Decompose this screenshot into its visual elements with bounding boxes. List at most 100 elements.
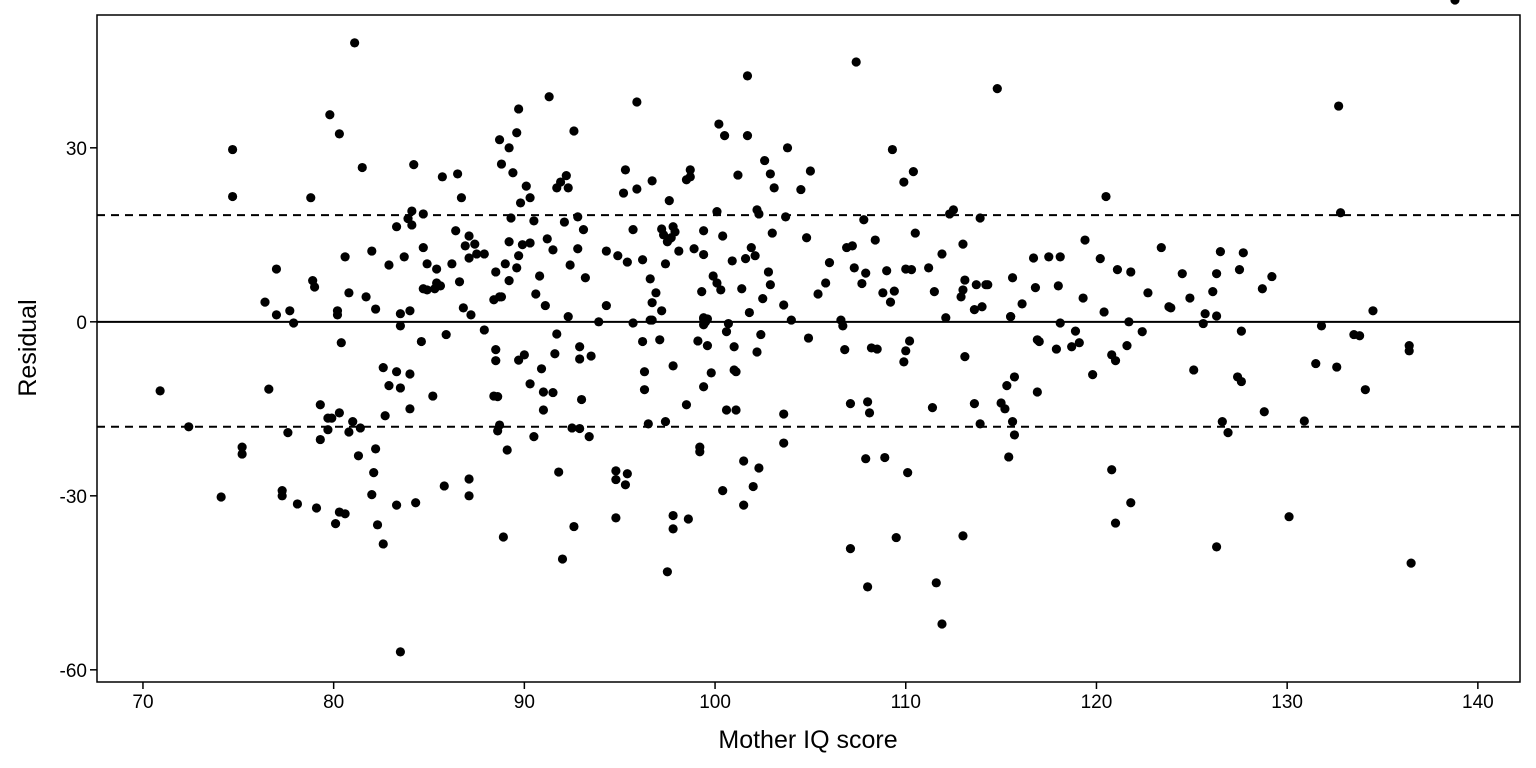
point — [353, 451, 364, 461]
point — [367, 246, 377, 256]
point — [1200, 309, 1210, 319]
point — [1360, 385, 1370, 395]
point — [1034, 336, 1044, 347]
point — [651, 288, 661, 298]
point — [685, 172, 695, 182]
point — [702, 341, 713, 351]
point — [622, 257, 632, 267]
point — [584, 432, 594, 442]
point — [491, 356, 501, 366]
point — [756, 329, 766, 340]
point — [941, 313, 951, 323]
point — [971, 280, 981, 290]
point — [670, 227, 680, 237]
point — [611, 474, 621, 485]
point — [708, 271, 718, 281]
point — [861, 454, 871, 464]
point — [754, 463, 764, 473]
point — [1110, 518, 1121, 528]
point — [1009, 372, 1020, 382]
point — [1137, 327, 1147, 337]
point — [870, 235, 880, 245]
point — [1028, 253, 1039, 263]
point — [664, 196, 674, 206]
point — [1095, 254, 1105, 264]
point — [428, 391, 438, 401]
point — [668, 524, 678, 534]
point — [699, 226, 709, 236]
point — [292, 499, 303, 509]
point — [542, 234, 552, 244]
x-tick-label: 100 — [699, 692, 731, 713]
point — [540, 300, 550, 311]
point — [899, 357, 909, 367]
point — [760, 155, 770, 166]
point — [1299, 416, 1309, 426]
point — [903, 468, 913, 478]
point — [466, 310, 476, 320]
point — [418, 242, 428, 253]
point — [1166, 303, 1176, 313]
point — [422, 285, 432, 295]
point — [1368, 306, 1378, 316]
point — [821, 278, 831, 288]
point — [271, 310, 282, 320]
point — [731, 367, 741, 377]
point — [1316, 321, 1327, 331]
point — [695, 447, 705, 457]
point — [519, 350, 529, 360]
point — [969, 305, 980, 315]
point — [439, 481, 449, 491]
point — [643, 419, 653, 429]
point — [1185, 293, 1195, 303]
point — [937, 249, 947, 259]
point — [464, 231, 474, 241]
point — [395, 383, 406, 393]
point — [586, 351, 596, 361]
point — [504, 143, 514, 153]
point — [1080, 235, 1090, 245]
point — [754, 209, 764, 219]
point — [620, 480, 631, 490]
point — [538, 405, 549, 415]
point — [948, 205, 959, 215]
point — [531, 289, 541, 299]
point — [327, 413, 337, 423]
point — [1099, 307, 1109, 317]
point — [693, 336, 703, 346]
point — [1017, 299, 1027, 309]
point — [731, 405, 741, 415]
point — [1007, 273, 1018, 283]
point — [838, 321, 848, 331]
point — [767, 228, 777, 238]
point — [645, 274, 655, 284]
point — [683, 514, 693, 524]
point — [525, 379, 535, 389]
point — [1044, 252, 1054, 262]
point — [464, 491, 474, 501]
point — [975, 419, 985, 429]
point — [647, 176, 657, 186]
point — [369, 468, 379, 478]
point — [525, 238, 535, 248]
point — [391, 500, 402, 510]
point — [416, 336, 426, 347]
point — [882, 266, 892, 276]
point — [845, 399, 856, 409]
point — [576, 394, 587, 405]
point — [1355, 331, 1365, 341]
point — [504, 237, 514, 247]
point — [622, 469, 632, 479]
point — [1211, 311, 1222, 321]
point — [407, 220, 417, 230]
point — [904, 336, 915, 346]
point — [1332, 362, 1342, 372]
point — [306, 193, 316, 203]
point — [1006, 312, 1016, 322]
point — [334, 129, 344, 139]
point — [639, 385, 650, 395]
point — [639, 367, 650, 377]
point — [464, 253, 474, 263]
point — [1177, 269, 1187, 279]
point — [502, 445, 512, 455]
